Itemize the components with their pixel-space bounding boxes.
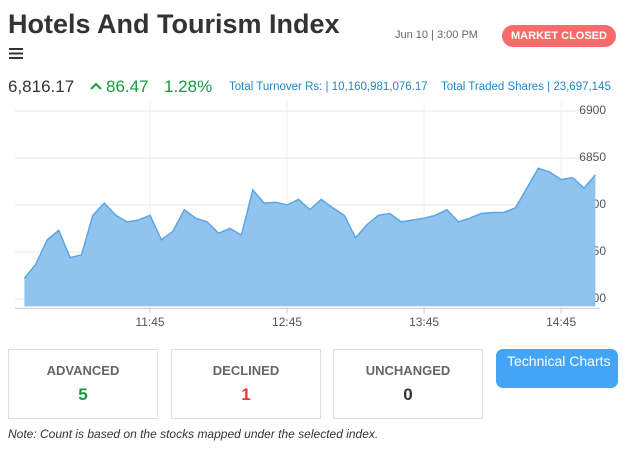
x-tick-label: 14:45	[546, 315, 576, 329]
y-tick-label: 6850	[579, 150, 606, 164]
stat-box: ADVANCED 5	[8, 349, 158, 419]
x-tick-label: 13:45	[409, 315, 439, 329]
technical-charts-button[interactable]: Technical Charts	[496, 349, 618, 388]
x-tick-label: 11:45	[135, 315, 164, 329]
stat-box: UNCHANGED 0	[333, 349, 483, 419]
title: Hotels And Tourism Index	[8, 9, 340, 39]
turnover-value: 10,160,981,076.17	[331, 81, 428, 93]
note: Note: Count is based on the stocks mappe…	[8, 427, 379, 441]
menu-icon[interactable]	[9, 47, 23, 60]
stat-value: 5	[78, 385, 88, 404]
stat-label: ADVANCED	[46, 363, 120, 378]
shares-value: 23,697,145	[553, 81, 611, 93]
turnover-label: Total Turnover Rs: |	[229, 81, 329, 93]
stat-label: UNCHANGED	[365, 363, 451, 378]
line	[23, 167, 596, 279]
change-percent: 1.28%	[164, 77, 213, 96]
area	[24, 168, 596, 307]
change: 86.47	[106, 77, 149, 96]
y-tick-label: 6900	[579, 103, 606, 117]
market-status: MARKET CLOSED	[502, 25, 616, 47]
datetime: Jun 10 | 3:00 PM	[395, 29, 478, 41]
stat-label: DECLINED	[212, 363, 280, 378]
up-arrow	[90, 82, 102, 90]
stat-value: 1	[241, 385, 251, 404]
stat-box: DECLINED 1	[171, 349, 321, 419]
x-tick-label: 12:45	[272, 315, 302, 329]
shares: Total Traded Shares | 23,697,145	[441, 81, 611, 93]
shares-label: Total Traded Shares |	[441, 81, 551, 93]
stat-value: 0	[403, 385, 413, 404]
turnover: Total Turnover Rs: | 10,160,981,076.17	[229, 81, 428, 93]
price: 6,816.17	[8, 77, 75, 96]
